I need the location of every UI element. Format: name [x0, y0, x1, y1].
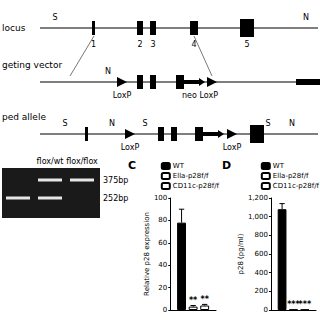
svg-text:S: S — [142, 119, 147, 128]
svg-text:600: 600 — [255, 250, 268, 258]
svg-text:252bp: 252bp — [103, 194, 128, 203]
svg-text:locus: locus — [2, 23, 26, 33]
svg-text:Ella-p28f/f: Ella-p28f/f — [273, 172, 309, 180]
svg-text:S: S — [265, 119, 270, 128]
svg-text:N: N — [289, 119, 295, 128]
svg-text:Relative p28 expression: Relative p28 expression — [143, 212, 151, 296]
svg-text:S: S — [62, 119, 67, 128]
svg-text:375bp: 375bp — [103, 176, 128, 185]
svg-text:200: 200 — [255, 287, 268, 295]
svg-text:LoxP: LoxP — [113, 91, 132, 100]
svg-text:N: N — [105, 67, 111, 76]
svg-text:flox/wt: flox/wt — [37, 157, 64, 166]
svg-text:WT: WT — [273, 162, 285, 170]
svg-text:D: D — [222, 160, 231, 172]
svg-text:1,200: 1,200 — [248, 194, 268, 202]
svg-text:40: 40 — [158, 261, 167, 269]
svg-text:CD11c-p28f/f: CD11c-p28f/f — [273, 182, 320, 190]
svg-text:1: 1 — [91, 40, 96, 49]
svg-text:20: 20 — [158, 284, 167, 292]
svg-text:neo LoxP: neo LoxP — [182, 91, 218, 100]
svg-text:LoxP: LoxP — [121, 143, 140, 152]
svg-text:C: C — [128, 160, 136, 172]
svg-text:5: 5 — [244, 40, 249, 49]
svg-text:CD11c-p28f/f: CD11c-p28f/f — [173, 182, 220, 190]
svg-text:**: ** — [201, 295, 210, 304]
svg-text:***: *** — [299, 300, 312, 309]
svg-text:ped allele: ped allele — [2, 112, 46, 122]
svg-text:geting vector: geting vector — [2, 60, 62, 70]
svg-text:60: 60 — [158, 239, 167, 247]
svg-text:3: 3 — [150, 40, 155, 49]
svg-text:80: 80 — [158, 216, 167, 224]
svg-text:0: 0 — [163, 306, 167, 314]
svg-text:N: N — [109, 119, 115, 128]
svg-text:4: 4 — [191, 40, 196, 49]
svg-text:2: 2 — [137, 40, 142, 49]
svg-text:Ella-p28f/f: Ella-p28f/f — [173, 172, 209, 180]
svg-text:**: ** — [189, 296, 198, 305]
svg-text:LoxP: LoxP — [223, 143, 242, 152]
svg-text:1,000: 1,000 — [248, 213, 268, 221]
svg-text:400: 400 — [255, 269, 268, 277]
svg-text:0: 0 — [263, 306, 267, 314]
svg-text:p28 (pg/ml): p28 (pg/ml) — [237, 233, 245, 274]
svg-text:flox/flox: flox/flox — [66, 157, 98, 166]
svg-text:N: N — [303, 13, 309, 22]
svg-text:S: S — [52, 13, 57, 22]
svg-text:WT: WT — [173, 162, 185, 170]
svg-text:100: 100 — [154, 194, 167, 202]
svg-text:800: 800 — [255, 231, 268, 239]
